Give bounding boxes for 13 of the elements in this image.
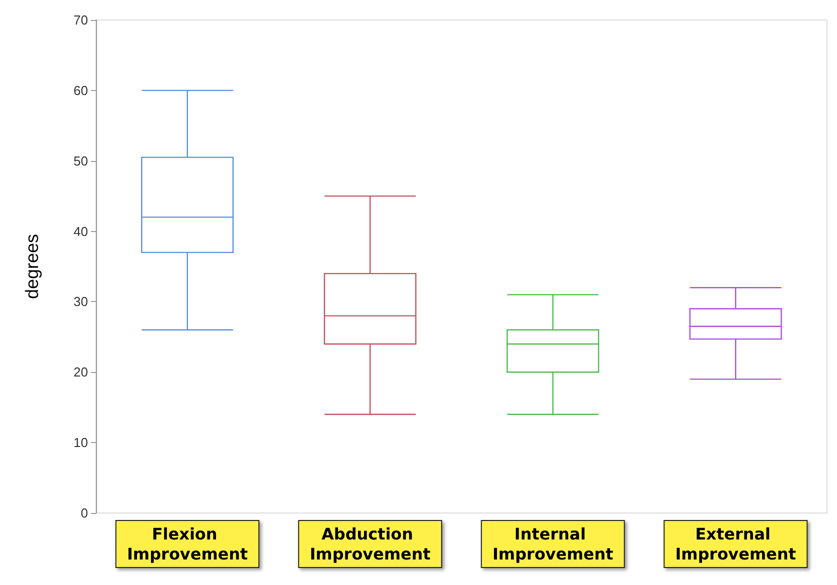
y-tick-label: 30 [74,294,88,310]
y-tick-label: 10 [74,435,88,450]
x-tick-label: Internal Improvement [492,524,614,564]
y-tick-label: 60 [74,82,88,98]
y-tick-label: 0 [80,506,88,520]
y-tick-label: 20 [74,364,88,380]
y-tick-label: 40 [74,224,88,239]
y-tick-label: 50 [74,153,88,168]
x-tick-label: Flexion Improvement [126,524,248,564]
x-tick-label: External Improvement [675,524,796,564]
y-axis-title: degrees [22,234,42,300]
x-tick-label: Abduction Improvement [310,524,431,564]
y-tick-label: 70 [74,12,88,28]
